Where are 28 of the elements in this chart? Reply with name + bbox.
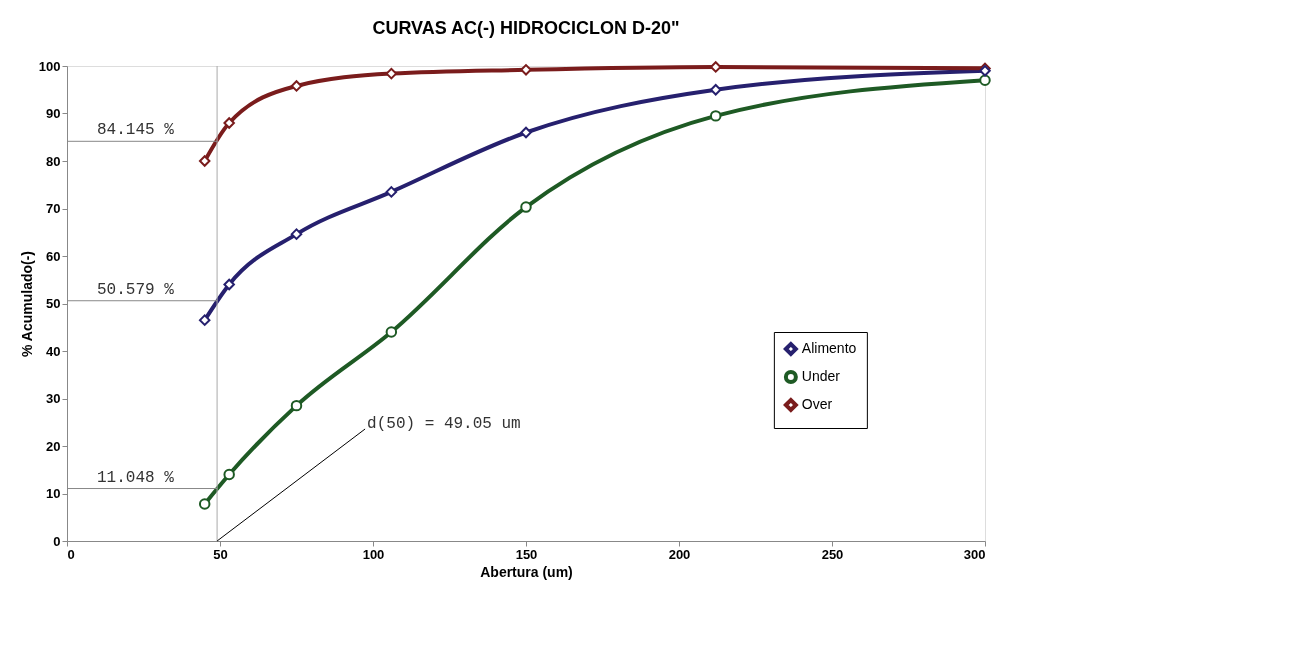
ref-line-label: 11.048 % [97, 468, 175, 487]
y-tick-label: 70 [46, 201, 61, 216]
y-axis-title: % Acumulado(-) [18, 250, 35, 358]
x-tick-label: 100 [362, 546, 385, 562]
y-tick-label: 80 [46, 153, 61, 169]
y-tick-label: 100 [38, 58, 61, 74]
x-tick-label: 200 [668, 546, 691, 562]
x-tick-label: 50 [213, 546, 228, 562]
legend-label: Alimento [801, 340, 857, 356]
annotation: d(50) = 49.05 um [367, 415, 521, 433]
x-tick-label: 250 [821, 546, 844, 562]
x-tick-label: 0 [67, 546, 75, 562]
y-tick-label: 40 [46, 343, 61, 359]
chart-title: CURVAS AC(-) HIDROCICLON D-20" [372, 18, 680, 39]
legend-label: Under [801, 368, 841, 384]
legend-label: Over [801, 396, 833, 412]
y-tick-label: 10 [46, 486, 61, 501]
ref-line-label: 84.145 % [97, 121, 175, 140]
y-tick-label: 20 [46, 438, 61, 454]
ref-line-label: 50.579 % [97, 280, 175, 299]
y-tick-label: 60 [46, 248, 61, 264]
y-tick-label: 90 [46, 106, 61, 121]
x-tick-label: 300 [963, 546, 986, 562]
y-tick-label: 50 [46, 296, 61, 311]
y-tick-label: 30 [46, 391, 61, 406]
y-tick-label: 0 [53, 533, 61, 549]
x-tick-label: 150 [515, 546, 538, 562]
x-axis-title: Abertura (um) [480, 563, 573, 580]
